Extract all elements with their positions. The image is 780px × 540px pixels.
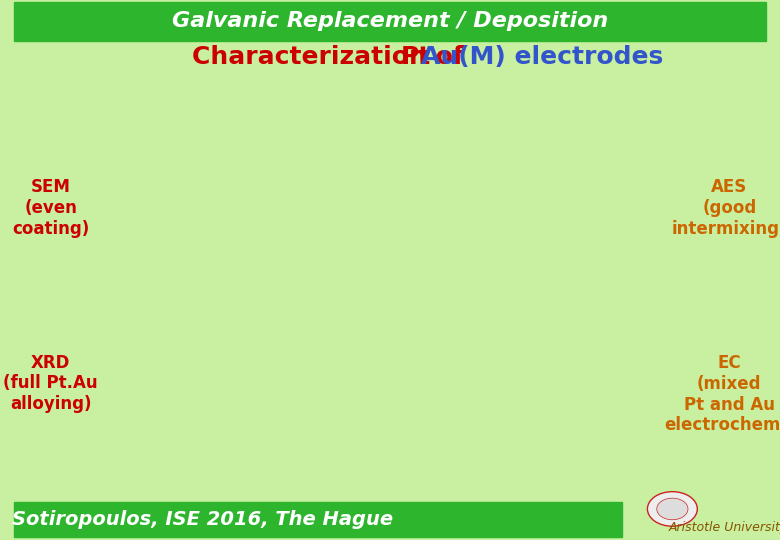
Y-axis label: I / (A cm⁻²): I / (A cm⁻²)	[370, 398, 378, 436]
Text: Pt: Pt	[400, 45, 431, 69]
Text: XRD
(full Pt.Au
alloying): XRD (full Pt.Au alloying)	[3, 354, 98, 413]
—Pt	[596, 387, 605, 394]
—Pt	[576, 399, 585, 406]
X-axis label: E / V vs. Ag(AgCl): E / V vs. Ag(AgCl)	[507, 509, 573, 518]
Text: Sputter-etch AES profile
of AuPt(Ni) coatings: Sputter-etch AES profile of AuPt(Ni) coa…	[532, 225, 607, 235]
Text: Au67%: Au67%	[218, 264, 271, 278]
Text: AES
(good
intermixing): AES (good intermixing)	[672, 178, 780, 238]
Text: 1:1: 1:1	[147, 353, 158, 362]
—Au	[670, 397, 679, 404]
Text: Pt 4: Pt 4	[441, 197, 457, 206]
Circle shape	[657, 498, 688, 519]
—Au	[591, 344, 601, 350]
- - Pt.Au$_{25}$(N)/GC	[503, 433, 512, 439]
Text: Ni1: Ni1	[505, 292, 519, 301]
Text: 200: 200	[170, 424, 185, 434]
Line: - - Pt.Au$_{25}$(N)/GC: - - Pt.Au$_{25}$(N)/GC	[413, 387, 675, 436]
Text: Voltammetry of Pt, Au and Pt.Au$_{25}$ (Ni)/GC
in desaerated acid at 1 V s⁻¹: Voltammetry of Pt, Au and Pt.Au$_{25}$ (…	[473, 348, 607, 363]
—Au	[424, 428, 434, 434]
- - Pt.Au$_{25}$(N)/GC	[590, 384, 600, 390]
Text: Characterization of: Characterization of	[192, 45, 472, 69]
—Pt	[608, 391, 617, 397]
- - Pt.Au$_{25}$(N)/GC	[576, 386, 585, 393]
- - Pt.Au$_{25}$(N)/GC	[568, 389, 577, 395]
Bar	[14, 2, 766, 40]
Text: O1: O1	[408, 315, 420, 324]
Text: 5: 5	[143, 200, 165, 230]
- - Pt.Au$_{25}$(N)/GC	[670, 407, 679, 413]
Text: Pt26%: Pt26%	[137, 264, 188, 278]
—Pt	[409, 414, 418, 420]
—Au	[568, 358, 577, 365]
- - Pt.Au$_{25}$(N)/GC	[634, 394, 644, 401]
—Au	[561, 366, 570, 372]
- - Pt.Au$_{25}$(N)/GC	[608, 387, 617, 393]
Text: 220: 220	[251, 450, 266, 459]
—Au	[576, 350, 585, 357]
Line: —Pt: —Pt	[413, 390, 675, 436]
Legend: —Pt, - - Pt.Au$_{25}$(N)/GC, —Au: —Pt, - - Pt.Au$_{25}$(N)/GC, —Au	[602, 460, 672, 491]
—Pt	[561, 414, 570, 421]
—Pt	[634, 408, 644, 414]
—Au	[409, 411, 418, 417]
Text: μm: μm	[143, 237, 179, 256]
Text: Au3: Au3	[580, 78, 597, 87]
Text: annotate right: medium image: annotate right: medium image	[135, 323, 198, 328]
—Pt	[568, 407, 577, 414]
Text: Au(M) electrodes: Au(M) electrodes	[421, 45, 664, 69]
Circle shape	[647, 491, 697, 526]
Text: C1: C1	[408, 261, 420, 270]
—Pt	[424, 417, 434, 423]
Text: (Ni 7%): (Ni 7%)	[298, 264, 356, 278]
Text: ● Pt
● Au: ● Pt ● Au	[228, 394, 249, 413]
Text: Galvanic Replacement / Deposition: Galvanic Replacement / Deposition	[172, 11, 608, 31]
—Au	[466, 484, 475, 490]
Text: 311: 311	[303, 460, 318, 468]
—Au	[608, 351, 617, 357]
Text: Aristotle University: Aristotle University	[669, 521, 780, 535]
- - Pt.Au$_{25}$(N)/GC	[409, 414, 418, 421]
Bar	[14, 502, 622, 537]
Y-axis label: Atomic percentage composition / %: Atomic percentage composition / %	[382, 141, 387, 253]
—Pt	[530, 433, 539, 440]
X-axis label: sputter time / min: sputter time / min	[505, 347, 575, 356]
Text: SEM
(even
coating): SEM (even coating)	[12, 178, 90, 238]
- - Pt.Au$_{25}$(N)/GC	[561, 392, 570, 398]
—Au	[634, 376, 644, 383]
—Pt	[670, 406, 679, 412]
Text: Sotiropoulos, ISE 2016, The Hague: Sotiropoulos, ISE 2016, The Hague	[12, 510, 393, 529]
- - Pt.Au$_{25}$(N)/GC	[424, 417, 434, 424]
Text: EC
(mixed
Pt and Au
electrochem.): EC (mixed Pt and Au electrochem.)	[665, 354, 780, 434]
Line: —Au: —Au	[413, 347, 675, 487]
X-axis label: 2θi /deg: 2θi /deg	[244, 509, 275, 518]
